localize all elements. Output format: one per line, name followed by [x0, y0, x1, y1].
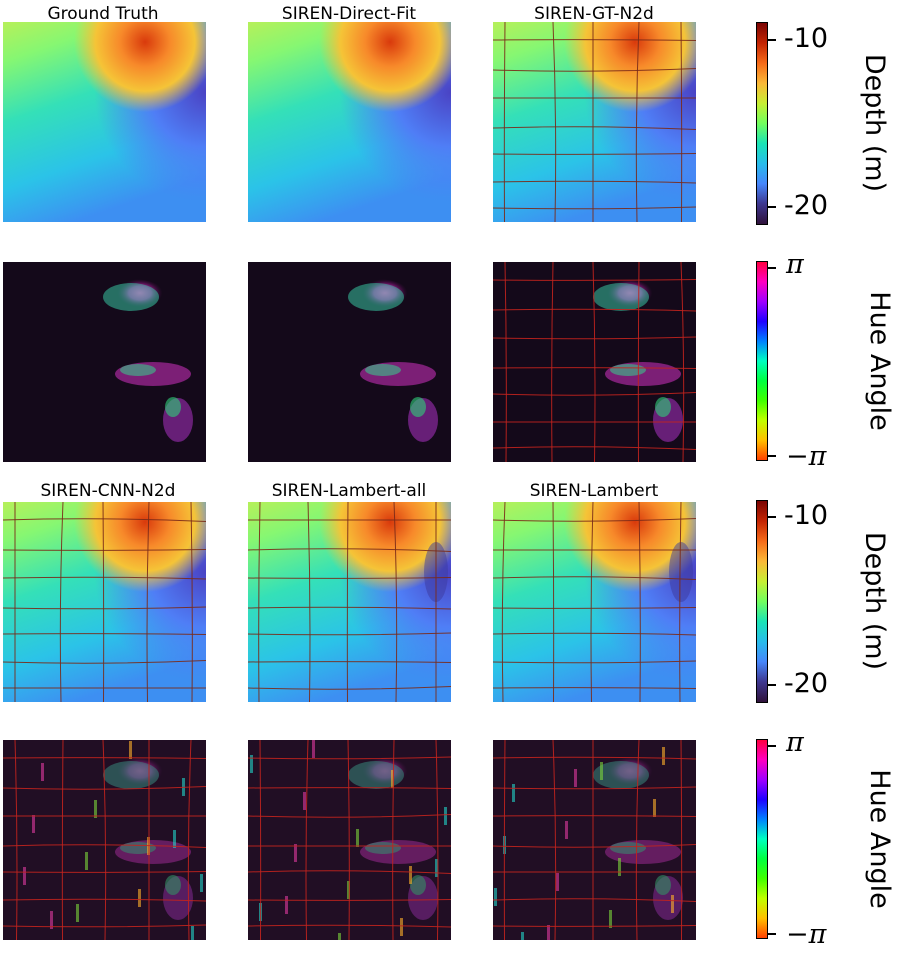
depth-tick-mark-bottom-2	[768, 684, 776, 686]
grid-overlay	[248, 740, 451, 940]
hue-tick-label-top: π	[786, 249, 804, 280]
hue-colorbar-2	[756, 739, 768, 939]
hue-colorbar-label-2: Hue Angle	[864, 769, 895, 909]
panel-title-siren-direct-fit: SIREN-Direct-Fit	[281, 4, 417, 24]
hue-map-siren-cnn-n2d	[3, 740, 206, 940]
grid-overlay	[493, 262, 696, 462]
panel-title-ground-truth: Ground Truth	[47, 4, 159, 24]
hue-tick-mark-bottom	[768, 455, 776, 457]
depth-map-ground-truth	[3, 22, 206, 222]
hue-tick-mark-top	[768, 267, 776, 269]
hue-tick-mark-bottom-2	[768, 933, 776, 935]
grid-overlay	[3, 502, 206, 702]
panel-title-siren-gt-n2d: SIREN-GT-N2d	[534, 4, 654, 24]
depth-tick-label-top: -10	[784, 23, 829, 54]
hue-tick-mark-top-2	[768, 745, 776, 747]
hue-tick-label-bottom-2: −π	[786, 919, 827, 950]
depth-tick-label-top-2: -10	[784, 500, 829, 531]
panel-title-siren-lambert: SIREN-Lambert	[529, 481, 659, 501]
hue-tick-label-top-2: π	[786, 727, 804, 758]
depth-colorbar	[756, 22, 768, 225]
hue-map-siren-lambert	[493, 740, 696, 940]
depth-map-siren-lambert	[493, 502, 696, 702]
hue-colorbar-label: Hue Angle	[864, 291, 895, 431]
depth-tick-mark-top	[768, 39, 776, 41]
grid-overlay	[493, 740, 696, 940]
hue-tick-label-bottom: −π	[786, 441, 827, 472]
hue-map-ground-truth	[3, 262, 206, 462]
panel-title-siren-cnn-n2d: SIREN-CNN-N2d	[40, 481, 176, 501]
depth-map-siren-gt-n2d	[493, 22, 696, 222]
depth-map-siren-direct-fit	[248, 22, 451, 222]
panel-title-siren-lambert-all: SIREN-Lambert-all	[271, 481, 427, 501]
grid-overlay	[248, 502, 451, 702]
grid-overlay	[493, 22, 696, 222]
depth-tick-label-bottom-2: -20	[784, 668, 829, 699]
hue-colorbar	[756, 261, 768, 461]
depth-colorbar-label: Depth (m)	[859, 53, 890, 193]
depth-map-siren-cnn-n2d	[3, 502, 206, 702]
depth-colorbar-2	[756, 500, 768, 703]
hue-map-siren-direct-fit	[248, 262, 451, 462]
hue-map-siren-lambert-all	[248, 740, 451, 940]
depth-colorbar-label-2: Depth (m)	[859, 531, 890, 671]
hue-map-siren-gt-n2d	[493, 262, 696, 462]
depth-tick-mark-top-2	[768, 516, 776, 518]
grid-overlay	[3, 740, 206, 940]
grid-overlay	[493, 502, 696, 702]
depth-tick-mark-bottom	[768, 206, 776, 208]
depth-tick-label-bottom: -20	[784, 190, 829, 221]
depth-map-siren-lambert-all	[248, 502, 451, 702]
